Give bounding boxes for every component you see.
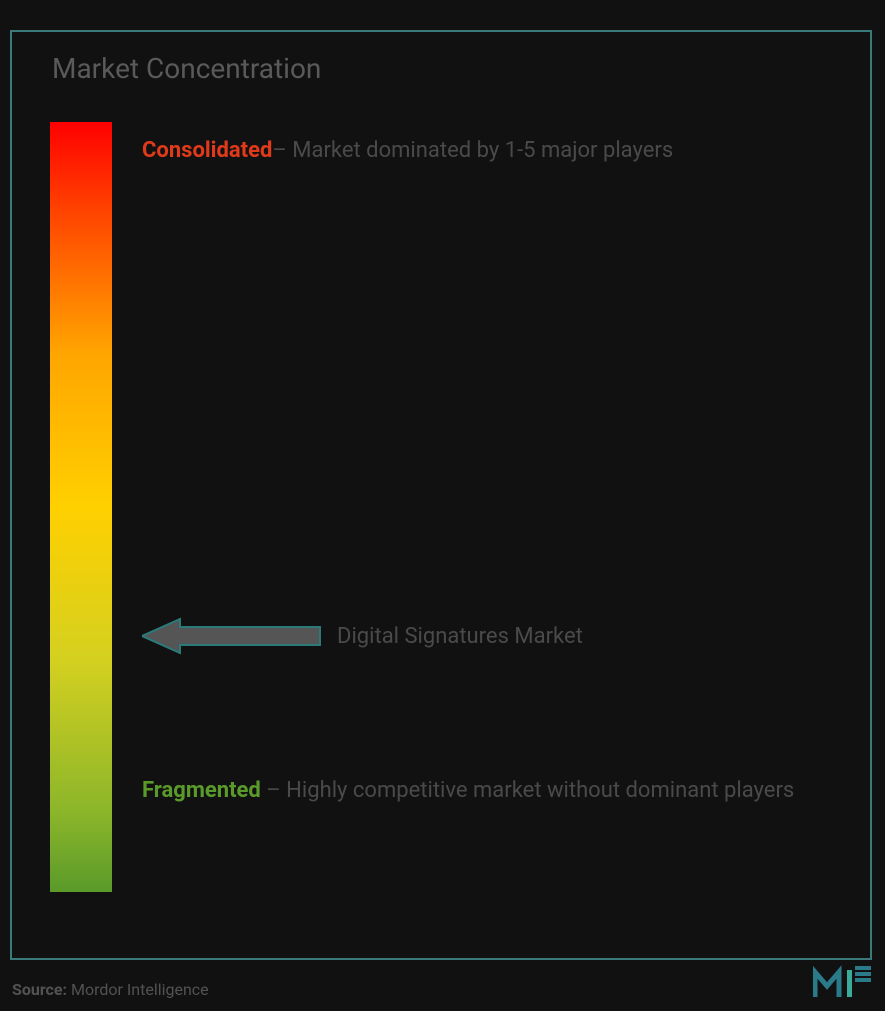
fragmented-block: Fragmented – Highly competitive market w… <box>142 767 830 815</box>
source-value: Mordor Intelligence <box>71 980 209 999</box>
marker-arrow-icon <box>142 617 322 655</box>
text-area: Consolidated– Market dominated by 1-5 ma… <box>142 127 830 887</box>
market-marker-row: Digital Signatures Market <box>142 617 830 655</box>
concentration-gradient-bar <box>50 122 112 892</box>
source-attribution: Source: Mordor Intelligence <box>12 980 209 999</box>
chart-title: Market Concentration <box>52 52 830 85</box>
consolidated-block: Consolidated– Market dominated by 1-5 ma… <box>142 127 830 175</box>
mordor-logo-icon <box>813 964 873 999</box>
market-marker-label: Digital Signatures Market <box>337 624 583 649</box>
fragmented-desc: – Highly competitive market without domi… <box>261 778 794 803</box>
fragmented-label: Fragmented <box>142 778 261 803</box>
chart-container: Market Concentration Consolidated– Marke… <box>10 30 872 960</box>
footer: Source: Mordor Intelligence <box>12 964 873 999</box>
consolidated-label: Consolidated <box>142 138 272 163</box>
consolidated-desc: – Market dominated by 1-5 major players <box>272 138 673 163</box>
source-label: Source: <box>12 980 71 999</box>
